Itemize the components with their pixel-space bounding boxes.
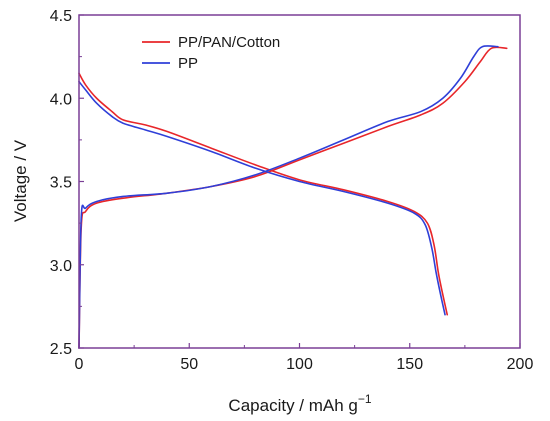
x-axis-label-superscript: −1 [358, 392, 372, 406]
series-pp-pan-cotton-charge-curve [78, 46, 508, 349]
y-tick-label: 4.5 [50, 8, 72, 25]
legend: PP/PAN/Cotton PP [142, 34, 280, 72]
x-tick-label: 200 [507, 356, 534, 373]
series-curves [78, 45, 508, 349]
y-tick-label: 3.5 [50, 175, 72, 192]
y-axis-ticks: 2.5 3.0 3.5 4.0 4.5 [50, 8, 84, 358]
series-pp-charge-curve [78, 45, 499, 349]
x-tick-label: 0 [75, 356, 84, 373]
x-tick-label: 150 [396, 356, 423, 373]
series-pp-discharge-curve [78, 80, 446, 316]
x-axis-label: Capacity / mAh g−1 [228, 392, 371, 415]
series-pp-pan-cotton-discharge-curve [78, 72, 449, 316]
x-axis-ticks: 0 50 100 150 200 [75, 343, 534, 373]
x-tick-label: 50 [180, 356, 198, 373]
x-axis-label-text: Capacity / mAh g [228, 396, 357, 415]
y-tick-label: 4.0 [50, 91, 72, 108]
x-tick-label: 100 [286, 356, 313, 373]
y-axis-label: Voltage / V [11, 139, 30, 222]
y-tick-label: 2.5 [50, 341, 72, 358]
legend-label-pp: PP [178, 55, 198, 72]
y-tick-label: 3.0 [50, 258, 72, 275]
legend-label-pp-pan-cotton: PP/PAN/Cotton [178, 34, 280, 51]
